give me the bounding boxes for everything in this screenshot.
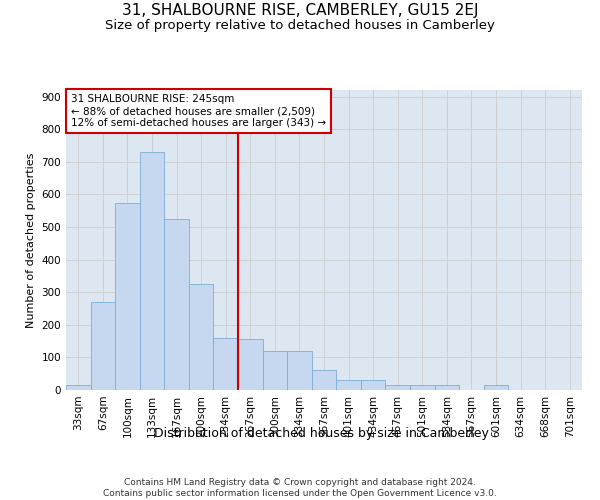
Bar	[312, 370, 336, 390]
Bar	[410, 385, 434, 390]
Bar	[263, 351, 287, 390]
Bar	[214, 338, 238, 390]
Bar	[140, 152, 164, 390]
Bar	[385, 385, 410, 390]
Bar	[189, 284, 214, 390]
Bar	[66, 385, 91, 390]
Bar	[238, 340, 263, 390]
Bar	[287, 351, 312, 390]
Bar	[336, 380, 361, 390]
Bar	[115, 202, 140, 390]
Bar	[484, 385, 508, 390]
Bar	[164, 219, 189, 390]
Text: 31, SHALBOURNE RISE, CAMBERLEY, GU15 2EJ: 31, SHALBOURNE RISE, CAMBERLEY, GU15 2EJ	[122, 2, 478, 18]
Y-axis label: Number of detached properties: Number of detached properties	[26, 152, 36, 328]
Text: 31 SHALBOURNE RISE: 245sqm
← 88% of detached houses are smaller (2,509)
12% of s: 31 SHALBOURNE RISE: 245sqm ← 88% of deta…	[71, 94, 326, 128]
Bar	[361, 380, 385, 390]
Text: Contains HM Land Registry data © Crown copyright and database right 2024.
Contai: Contains HM Land Registry data © Crown c…	[103, 478, 497, 498]
Text: Distribution of detached houses by size in Camberley: Distribution of detached houses by size …	[154, 428, 488, 440]
Bar	[91, 302, 115, 390]
Bar	[434, 385, 459, 390]
Text: Size of property relative to detached houses in Camberley: Size of property relative to detached ho…	[105, 18, 495, 32]
